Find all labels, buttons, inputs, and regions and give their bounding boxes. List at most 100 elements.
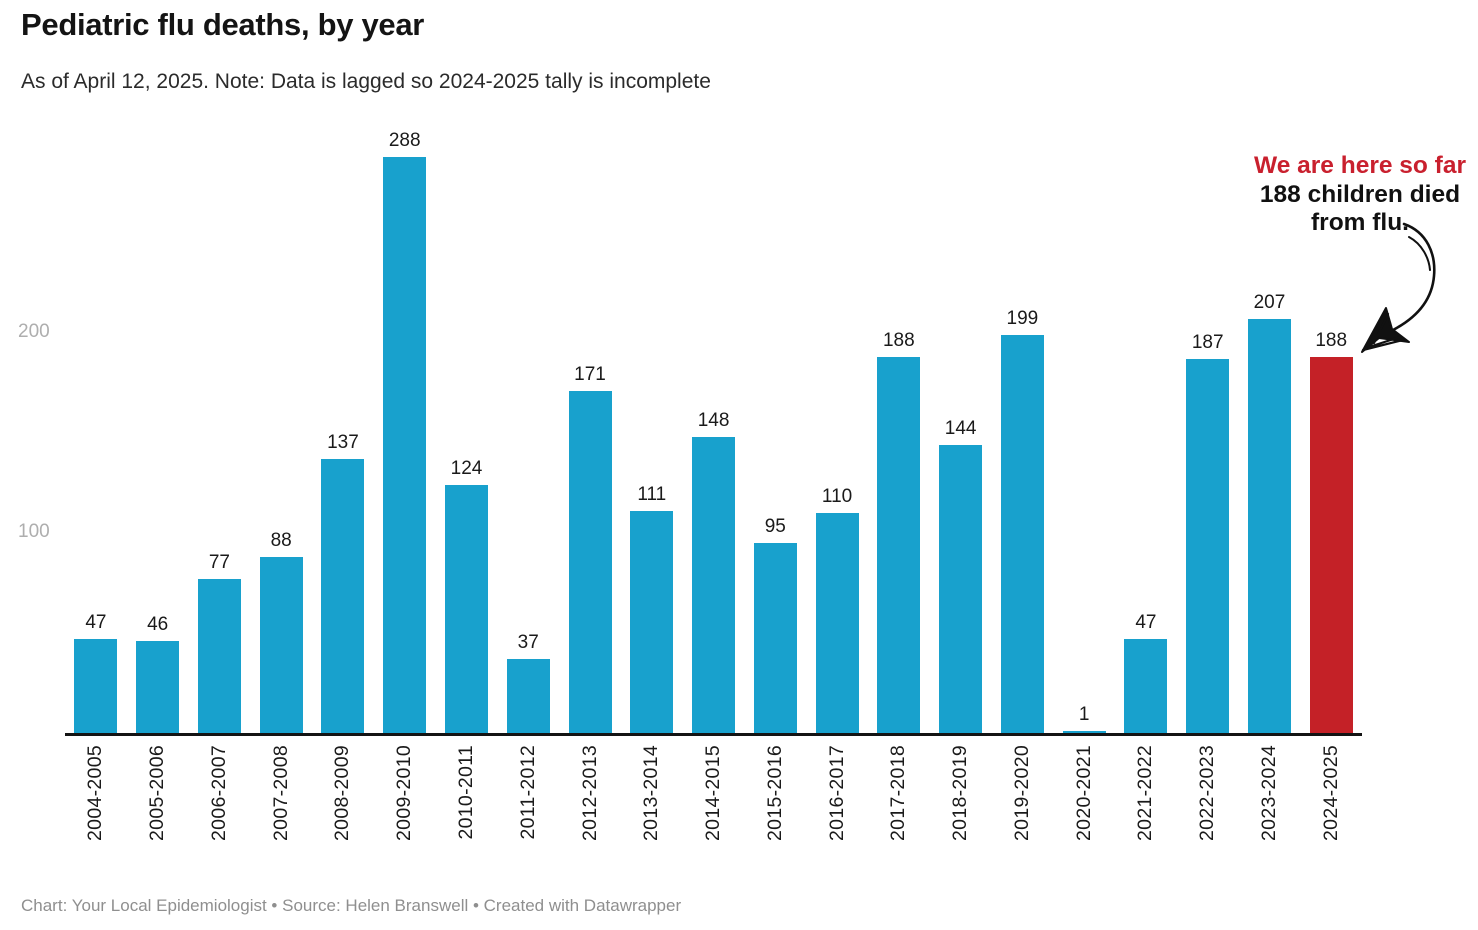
x-axis-cell: 2017-2018 [868,745,930,841]
x-axis-cell: 2024-2025 [1300,745,1362,841]
y-axis-tick-label: 100 [18,521,50,542]
bar-column: 199 [991,308,1053,733]
bar-series: 47 46 77 88 137 288 124 37 171 111 148 95 110 188 144 1… [65,100,1362,733]
x-axis-label: 2004-2005 [84,745,107,841]
x-axis-label: 2021-2022 [1134,745,1157,841]
bar-value-label: 46 [147,614,169,635]
annotation-line3: from flu. [1311,209,1409,236]
x-axis-label: 2020-2021 [1072,745,1095,841]
x-axis-label: 2009-2010 [393,745,416,841]
bar-value-label: 37 [517,632,539,653]
bar-value-label: 187 [1191,332,1224,353]
bar-column: 188 [868,330,930,733]
bar-column: 207 [1239,292,1301,733]
bar-column: 77 [189,552,251,733]
bar-value-label: 47 [1135,612,1157,633]
bar-2019-2020 [1000,335,1044,733]
bar-2012-2013 [568,391,612,733]
bar-value-label: 111 [637,484,667,505]
bar-column: 188 [1300,330,1362,733]
x-axis-cell: 2015-2016 [744,745,806,841]
bar-value-label: 124 [450,458,483,479]
bar-2017-2018 [877,357,921,733]
x-axis-label: 2005-2006 [146,745,169,841]
x-axis-cell: 2016-2017 [806,745,868,841]
bar-column: 47 [1115,612,1177,733]
bar-column: 111 [621,484,683,733]
chart-annotation: We are here so far 188 children died fro… [1254,152,1466,238]
bar-2024-2025 [1309,357,1353,733]
x-axis-label: 2024-2025 [1319,745,1342,841]
bar-2022-2023 [1186,359,1230,733]
x-axis: 2004-2005 2005-2006 2006-2007 2007-2008 2008… [65,745,1362,841]
x-axis-cell: 2019-2020 [991,745,1053,841]
bar-2014-2015 [692,437,736,733]
x-axis-cell: 2007-2008 [250,745,312,841]
x-axis-label: 2013-2014 [640,745,663,841]
bar-2013-2014 [630,511,674,733]
x-axis-cell: 2023-2024 [1239,745,1301,841]
bar-2011-2012 [506,659,550,733]
bar-column: 124 [436,458,498,733]
annotation-line2: 188 children died [1259,180,1461,208]
bar-column: 1 [1053,704,1115,733]
bar-value-label: 148 [697,410,730,431]
bar-column: 148 [683,410,745,733]
x-axis-label: 2014-2015 [702,745,725,841]
x-axis-label: 2010-2011 [454,745,477,840]
x-axis-cell: 2008-2009 [312,745,374,841]
bar-column: 187 [1177,332,1239,733]
x-axis-cell: 2010-2011 [436,745,498,841]
x-axis-cell: 2020-2021 [1053,745,1115,841]
annotation-headline: We are here so far [1254,152,1466,179]
page-title: Pediatric flu deaths, by year [21,7,425,42]
bar-column: 95 [744,516,806,733]
x-axis-label: 2007-2008 [269,745,292,841]
x-axis-label: 2017-2018 [887,745,910,841]
bar-value-label: 171 [574,364,606,385]
x-axis-label: 2006-2007 [207,745,230,841]
y-axis-tick-label: 200 [18,321,50,342]
bar-column: 88 [250,530,312,733]
x-axis-cell: 2012-2013 [559,745,621,841]
x-axis-cell: 2021-2022 [1115,745,1177,841]
x-axis-label: 2022-2023 [1196,745,1219,841]
bar-2018-2019 [939,445,983,733]
bar-2020-2021 [1062,731,1106,733]
bar-2021-2022 [1124,639,1168,733]
bar-column: 288 [374,130,436,733]
bar-2016-2017 [815,513,859,733]
bar-column: 137 [312,432,374,733]
bar-2005-2006 [136,641,180,733]
x-axis-label: 2023-2024 [1257,745,1280,841]
x-axis-cell: 2006-2007 [189,745,251,841]
chart-subtitle: As of April 12, 2025. Note: Data is lagg… [21,70,711,93]
bar-2015-2016 [753,543,797,733]
x-axis-label: 2008-2009 [331,745,354,841]
bar-value-label: 144 [944,418,977,439]
x-axis-cell: 2011-2012 [497,745,559,841]
x-axis-label: 2018-2019 [949,745,972,841]
chart-footer: Chart: Your Local Epidemiologist • Sourc… [21,896,682,915]
bar-column: 144 [930,418,992,733]
bar-2008-2009 [321,459,365,733]
bar-value-label: 77 [208,552,230,573]
bar-value-label: 188 [882,330,915,351]
bar-2023-2024 [1247,319,1291,733]
x-axis-label: 2015-2016 [763,745,786,841]
bar-value-label: 95 [764,516,786,537]
x-axis-line [65,733,1362,736]
bar-2010-2011 [444,485,488,733]
x-axis-label: 2011-2012 [516,745,539,840]
bar-value-label: 110 [821,486,853,507]
hand-drawn-arrow-icon [1361,222,1436,353]
x-axis-cell: 2014-2015 [683,745,745,841]
bar-value-label: 288 [388,130,421,151]
bar-2004-2005 [74,639,118,733]
bar-2006-2007 [197,579,241,733]
bar-column: 46 [127,614,189,733]
bar-value-label: 188 [1315,330,1348,351]
bar-column: 37 [497,632,559,733]
x-axis-cell: 2009-2010 [374,745,436,841]
